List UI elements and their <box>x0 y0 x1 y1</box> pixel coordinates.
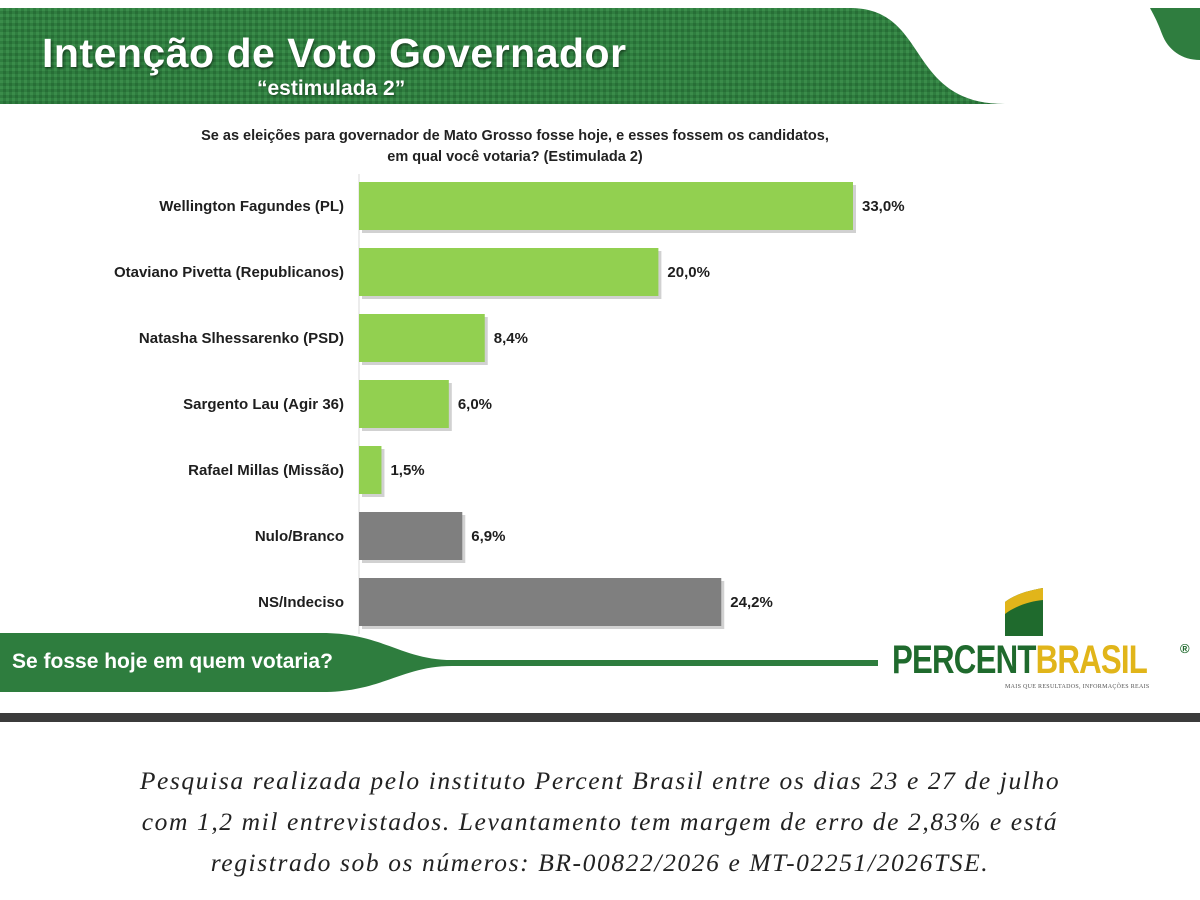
footer-band <box>0 633 878 692</box>
category-label: Otaviano Pivetta (Republicanos) <box>114 264 344 281</box>
bar <box>359 248 659 296</box>
bar <box>359 512 463 560</box>
survey-question: Se as eleições para governador de Mato G… <box>170 126 860 168</box>
value-label: 8,4% <box>494 330 528 347</box>
header-banner-shape <box>0 8 1200 104</box>
value-label: 1,5% <box>390 462 424 479</box>
brand-wordmark: PERCENTBRASIL <box>892 638 1148 682</box>
value-label: 20,0% <box>667 264 710 281</box>
page-title: Intenção de Voto Governador <box>42 30 627 76</box>
value-label: 33,0% <box>862 198 905 215</box>
survey-question-line-2: em qual você votaria? (Estimulada 2) <box>387 149 643 165</box>
caption-line-2: com 1,2 mil entrevistados. Levantamento … <box>141 807 1059 836</box>
value-label: 24,2% <box>730 594 773 611</box>
footer-tagline: Se fosse hoje em quem votaria? <box>12 650 333 673</box>
caption: Pesquisa realizada pelo instituto Percen… <box>20 760 1180 883</box>
category-label: Sargento Lau (Agir 36) <box>183 396 344 413</box>
bar <box>359 182 853 230</box>
brand-slogan: MAIS QUE RESULTADOS, INFORMAÇÕES REAIS <box>1005 684 1150 690</box>
category-label: Wellington Fagundes (PL) <box>159 198 344 215</box>
bar <box>359 380 449 428</box>
survey-question-line-1: Se as eleições para governador de Mato G… <box>201 128 829 144</box>
bar <box>359 578 722 626</box>
value-label: 6,0% <box>458 396 492 413</box>
header-banner: Intenção de Voto Governador “estimulada … <box>0 8 1200 108</box>
bar-chart: Wellington Fagundes (PL) 33,0% Otaviano Pi… <box>114 174 905 634</box>
page-subtitle: “estimulada 2” <box>257 77 406 100</box>
bar <box>359 446 382 494</box>
category-label: Natasha Slhessarenko (PSD) <box>139 330 344 347</box>
caption-line-1: Pesquisa realizada pelo instituto Percen… <box>139 766 1061 795</box>
card-bottom-divider <box>0 713 1200 722</box>
brand-name-brasil: BRASIL <box>1035 638 1148 682</box>
brand-name-percent: PERCENT <box>892 638 1036 682</box>
caption-line-3: registrado sob os números: BR-00822/2026… <box>210 848 990 877</box>
value-label: 6,9% <box>471 528 505 545</box>
bar <box>359 314 485 362</box>
category-label: Rafael Millas (Missão) <box>188 462 344 479</box>
registered-mark: ® <box>1180 641 1190 656</box>
poll-card: Intenção de Voto Governador “estimulada … <box>0 8 1200 722</box>
category-label: NS/Indeciso <box>258 594 344 611</box>
brand-logo-icon <box>1005 588 1043 636</box>
category-label: Nulo/Branco <box>255 528 344 545</box>
